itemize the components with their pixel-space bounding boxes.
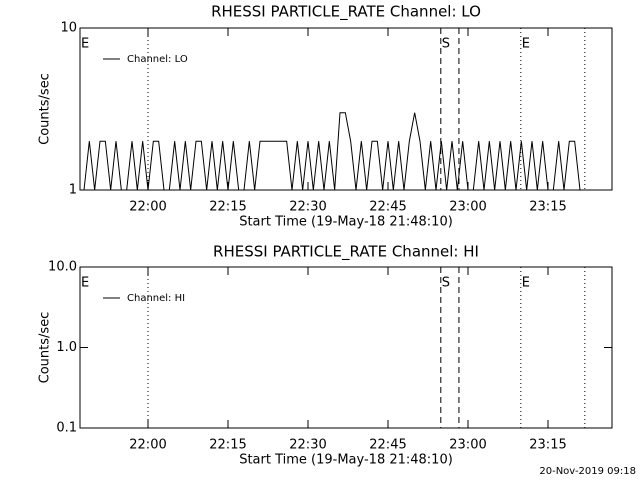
legend-label: Channel: HI (127, 293, 185, 304)
chart-title: RHESSI PARTICLE_RATE Channel: HI (213, 243, 479, 262)
y-axis-label: Counts/sec (38, 73, 53, 145)
x-axis-label: Start Time (19-May-18 21:48:10) (239, 215, 453, 230)
x-tick-label: 22:15 (209, 200, 246, 215)
event-label: E (81, 276, 89, 291)
x-tick-label: 22:45 (369, 200, 406, 215)
data-line (83, 112, 581, 191)
x-tick-label: 23:00 (449, 438, 486, 453)
x-tick-label: 22:30 (289, 438, 326, 453)
y-tick-label: 1.0 (56, 340, 77, 355)
y-tick-label: 1 (69, 183, 77, 198)
y-tick-label: 0.1 (56, 421, 77, 436)
plot-frame (79, 27, 613, 191)
chart-title: RHESSI PARTICLE_RATE Channel: LO (211, 3, 481, 22)
legend-label: Channel: LO (127, 54, 188, 65)
x-tick-label: 22:15 (209, 438, 246, 453)
y-tick-label: 10.0 (48, 260, 77, 275)
x-axis-label: Start Time (19-May-18 21:48:10) (239, 453, 453, 468)
x-tick-label: 23:00 (449, 200, 486, 215)
x-tick-label: 22:45 (369, 438, 406, 453)
x-tick-label: 22:00 (129, 438, 166, 453)
y-axis-label: Counts/sec (38, 312, 53, 384)
event-label: S (442, 37, 450, 52)
footer: 20-Nov-2019 09:18 (539, 466, 636, 477)
event-label: E (81, 37, 89, 52)
x-tick-label: 23:15 (529, 200, 566, 215)
x-tick-label: 23:15 (529, 438, 566, 453)
event-label: E (522, 37, 530, 52)
event-label: E (522, 276, 530, 291)
x-tick-label: 22:30 (289, 200, 326, 215)
x-tick-label: 22:00 (129, 200, 166, 215)
event-label: S (442, 276, 450, 291)
y-tick-label: 10 (60, 21, 77, 36)
